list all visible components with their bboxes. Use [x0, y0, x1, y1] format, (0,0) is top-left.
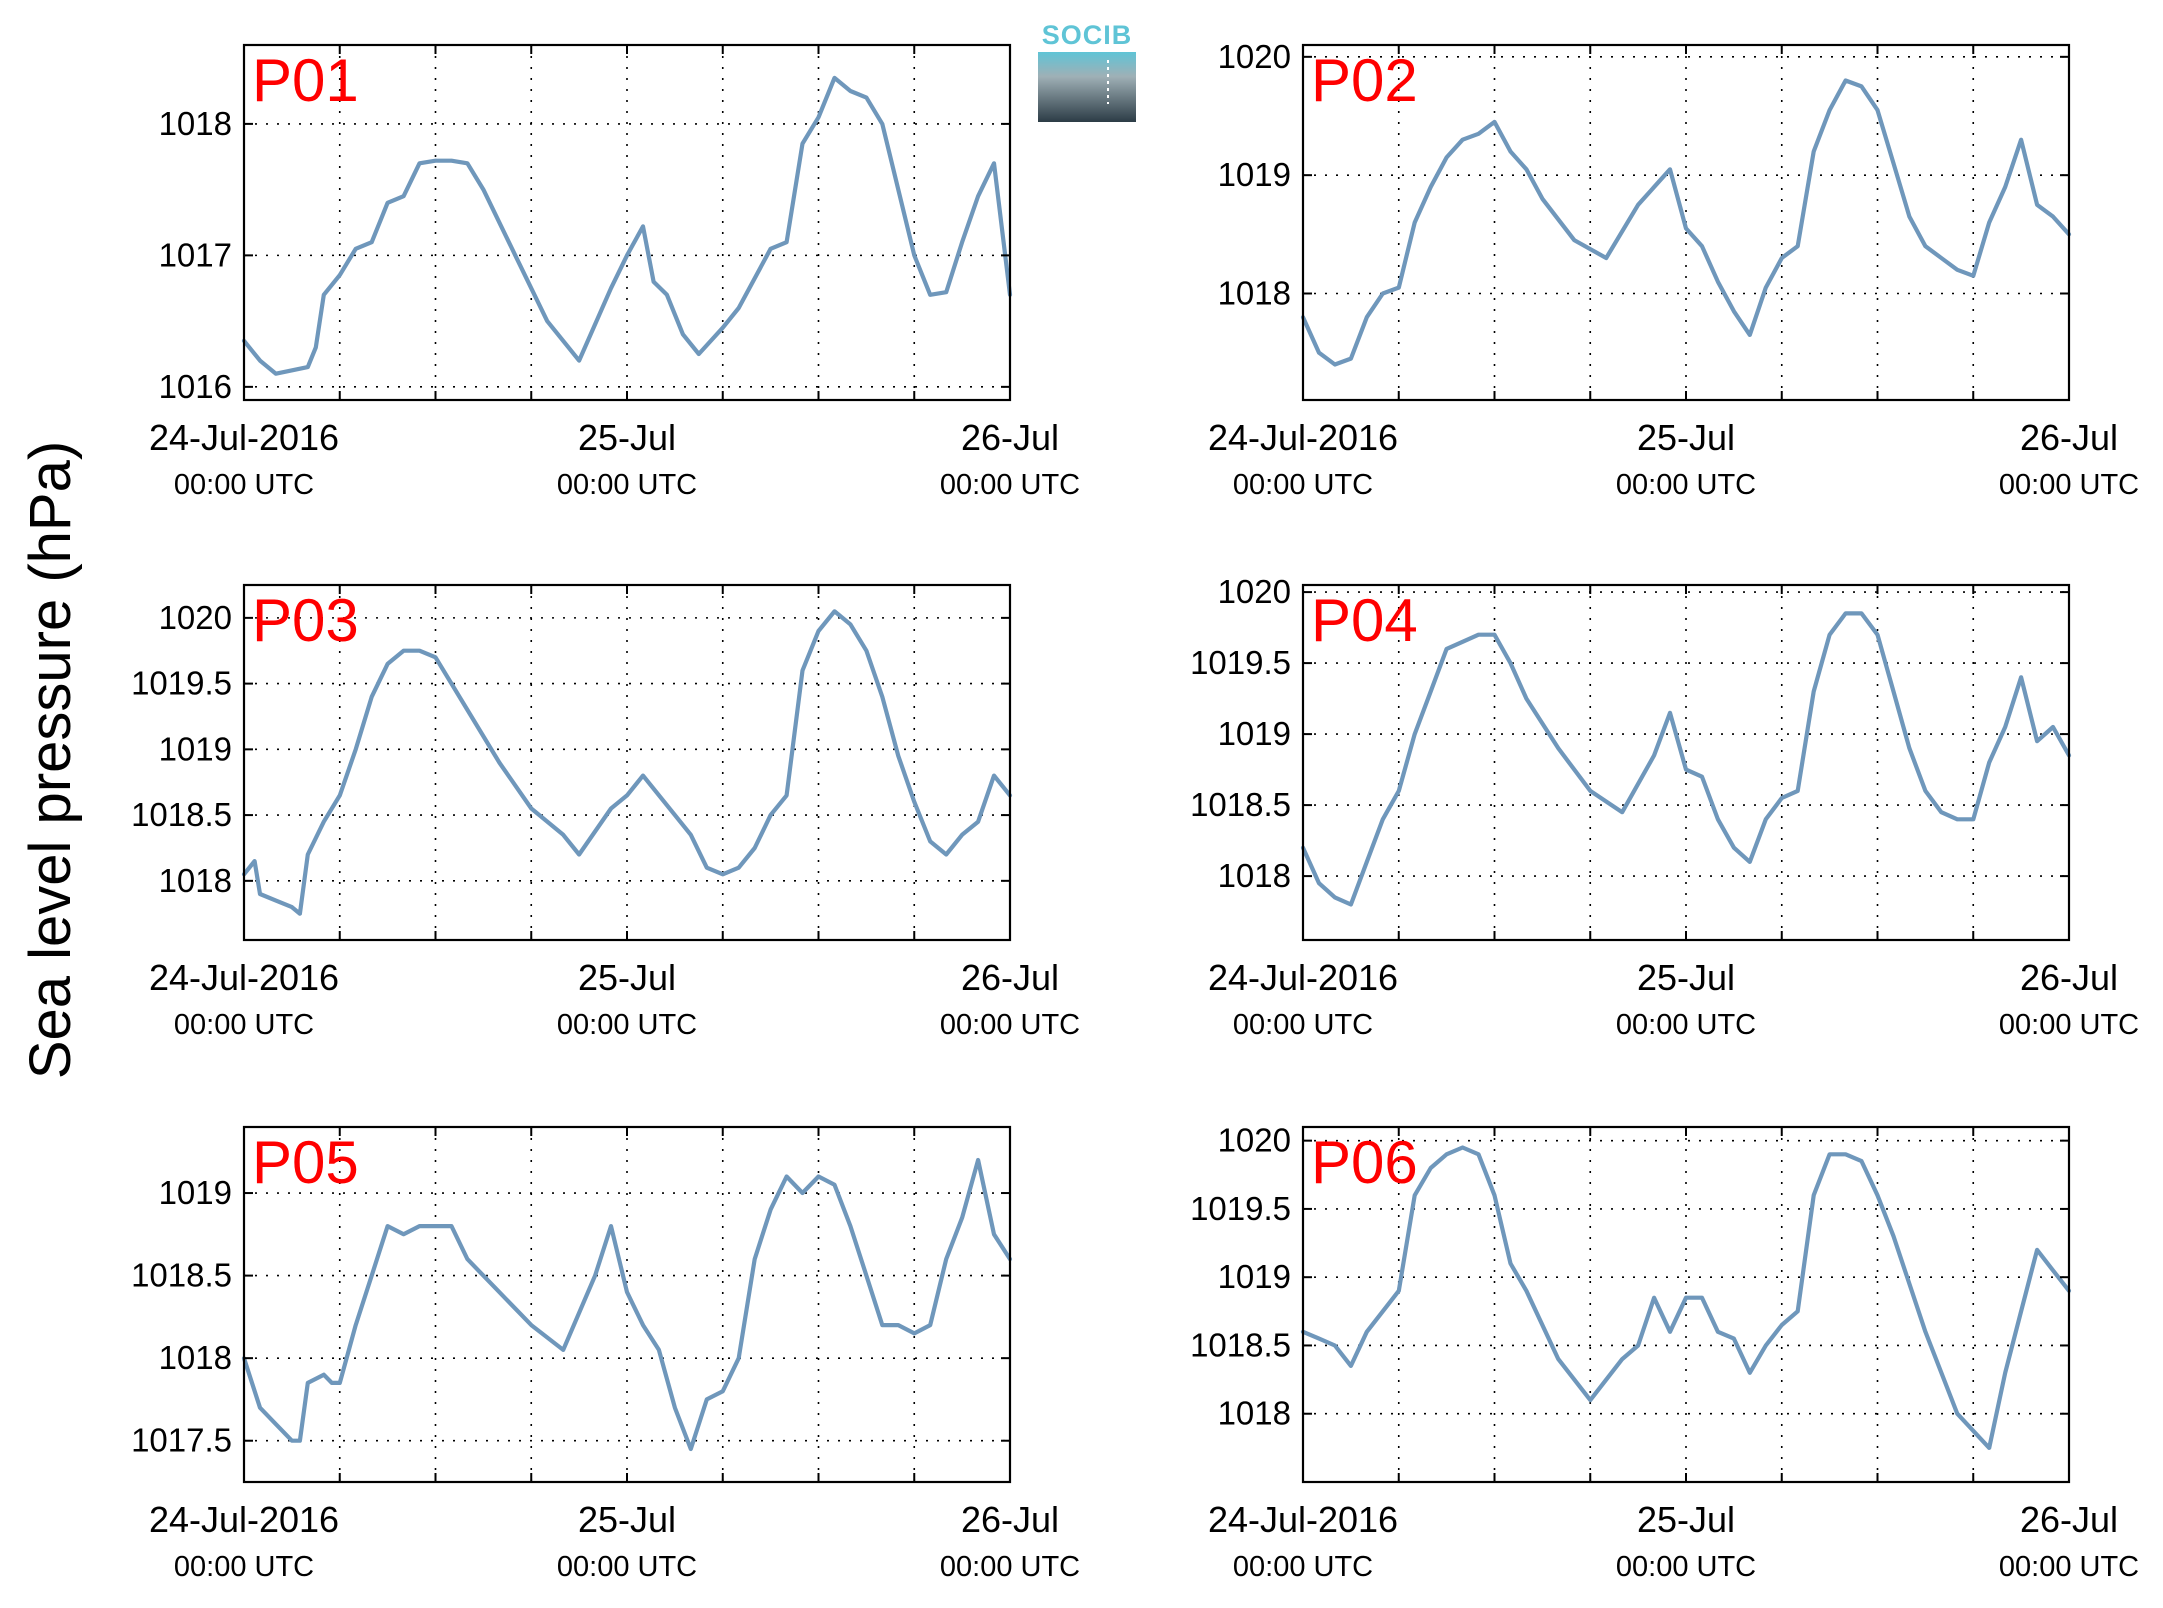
x-tick-label: 24-Jul-2016	[149, 1499, 339, 1540]
y-tick-label: 1019	[1218, 715, 1291, 752]
x-tick-sublabel: 00:00 UTC	[1233, 1551, 1373, 1583]
panel-title: P01	[252, 47, 359, 114]
x-tick-label: 26-Jul	[961, 1499, 1059, 1540]
panel-title: P03	[252, 587, 359, 654]
y-axis-label: Sea level pressure (hPa)	[18, 441, 83, 1079]
logo-block	[1038, 52, 1136, 122]
x-tick-label: 25-Jul	[578, 417, 676, 458]
panel-title: P04	[1311, 587, 1418, 654]
series-line	[241, 75, 1013, 376]
x-tick-sublabel: 00:00 UTC	[940, 1009, 1080, 1041]
x-tick-label: 25-Jul	[1637, 957, 1735, 998]
x-tick-sublabel: 00:00 UTC	[557, 469, 697, 501]
series-line	[241, 609, 1013, 916]
x-tick-sublabel: 00:00 UTC	[1999, 1551, 2139, 1583]
y-tick-label: 1017.5	[131, 1422, 232, 1459]
y-tick-label: 1020	[1218, 1122, 1291, 1159]
panel-title: P05	[252, 1129, 359, 1196]
y-tick-label: 1020	[1218, 573, 1291, 610]
y-tick-label: 1019	[1218, 1258, 1291, 1295]
panel-p06: 1018 1018.5 1019 1019.5 1020 24-Jul-2016 00:00…	[1190, 1122, 2139, 1583]
x-tick-label: 24-Jul-2016	[149, 417, 339, 458]
y-tick-label: 1019	[159, 730, 232, 767]
x-tick-sublabel: 00:00 UTC	[1616, 1009, 1756, 1041]
series-line	[1300, 611, 2072, 907]
x-tick-label: 26-Jul	[2020, 417, 2118, 458]
y-tick-label: 1018	[159, 105, 232, 142]
y-tick-label: 1019	[1218, 156, 1291, 193]
x-tick-sublabel: 00:00 UTC	[174, 1009, 314, 1041]
y-tick-label: 1018	[159, 862, 232, 899]
x-tick-label: 26-Jul	[961, 417, 1059, 458]
x-tick-label: 25-Jul	[1637, 1499, 1735, 1540]
x-tick-sublabel: 00:00 UTC	[940, 469, 1080, 501]
y-tick-label: 1018	[1218, 275, 1291, 312]
y-tick-label: 1018	[1218, 1395, 1291, 1432]
x-tick-sublabel: 00:00 UTC	[940, 1551, 1080, 1583]
x-tick-label: 24-Jul-2016	[1208, 417, 1398, 458]
x-tick-label: 25-Jul	[1637, 417, 1735, 458]
y-tick-label: 1016	[159, 368, 232, 405]
panel-p04: 1018 1018.5 1019 1019.5 1020 24-Jul-2016 00:00…	[1190, 573, 2139, 1041]
y-tick-label: 1018.5	[131, 796, 232, 833]
y-tick-label: 1019.5	[1190, 644, 1291, 681]
x-tick-sublabel: 00:00 UTC	[557, 1009, 697, 1041]
x-tick-label: 24-Jul-2016	[149, 957, 339, 998]
y-tick-label: 1018.5	[1190, 1326, 1291, 1363]
x-tick-sublabel: 00:00 UTC	[1616, 469, 1756, 501]
x-tick-label: 24-Jul-2016	[1208, 957, 1398, 998]
x-tick-label: 24-Jul-2016	[1208, 1499, 1398, 1540]
x-tick-label: 25-Jul	[578, 957, 676, 998]
y-tick-label: 1018	[159, 1339, 232, 1376]
x-tick-sublabel: 00:00 UTC	[1616, 1551, 1756, 1583]
panel-p03: 1018 1018.5 1019 1019.5 1020 24-Jul-2016 00:00…	[131, 583, 1080, 1041]
x-tick-label: 26-Jul	[961, 957, 1059, 998]
y-tick-label: 1018	[1218, 857, 1291, 894]
y-tick-label: 1020	[159, 599, 232, 636]
x-tick-label: 25-Jul	[578, 1499, 676, 1540]
x-tick-label: 26-Jul	[2020, 957, 2118, 998]
panel-p01: 1016 1017 1018 24-Jul-2016 00:00 UTC 25-Jul 00…	[149, 43, 1080, 501]
panel-title: P02	[1311, 47, 1418, 114]
series-line	[241, 1157, 1013, 1452]
logo-text: SOCIB	[1042, 20, 1133, 50]
x-tick-sublabel: 00:00 UTC	[1999, 1009, 2139, 1041]
x-tick-sublabel: 00:00 UTC	[1233, 469, 1373, 501]
y-tick-label: 1018.5	[131, 1257, 232, 1294]
x-tick-sublabel: 00:00 UTC	[1233, 1009, 1373, 1041]
panel-title: P06	[1311, 1129, 1418, 1196]
panel-p02: 1018 1019 1020 24-Jul-2016 00:00 UTC 25-Jul 00…	[1208, 38, 2139, 501]
panel-p05: 1017.5 1018 1018.5 1019 24-Jul-2016 00:00 UTC…	[131, 1125, 1080, 1583]
x-tick-sublabel: 00:00 UTC	[557, 1551, 697, 1583]
socib-logo: SOCIB	[1038, 20, 1136, 122]
y-tick-label: 1018.5	[1190, 786, 1291, 823]
x-tick-sublabel: 00:00 UTC	[174, 469, 314, 501]
y-tick-label: 1020	[1218, 38, 1291, 75]
y-tick-label: 1019.5	[131, 665, 232, 702]
series-line	[1300, 1145, 2072, 1451]
x-tick-sublabel: 00:00 UTC	[1999, 469, 2139, 501]
x-tick-label: 26-Jul	[2020, 1499, 2118, 1540]
y-tick-label: 1019	[159, 1174, 232, 1211]
x-tick-sublabel: 00:00 UTC	[174, 1551, 314, 1583]
series-line	[1300, 78, 2072, 367]
panels-container: 1016 1017 1018 24-Jul-2016 00:00 UTC 25-Jul 00…	[131, 38, 2139, 1583]
y-tick-label: 1017	[159, 236, 232, 273]
y-tick-label: 1019.5	[1190, 1190, 1291, 1227]
